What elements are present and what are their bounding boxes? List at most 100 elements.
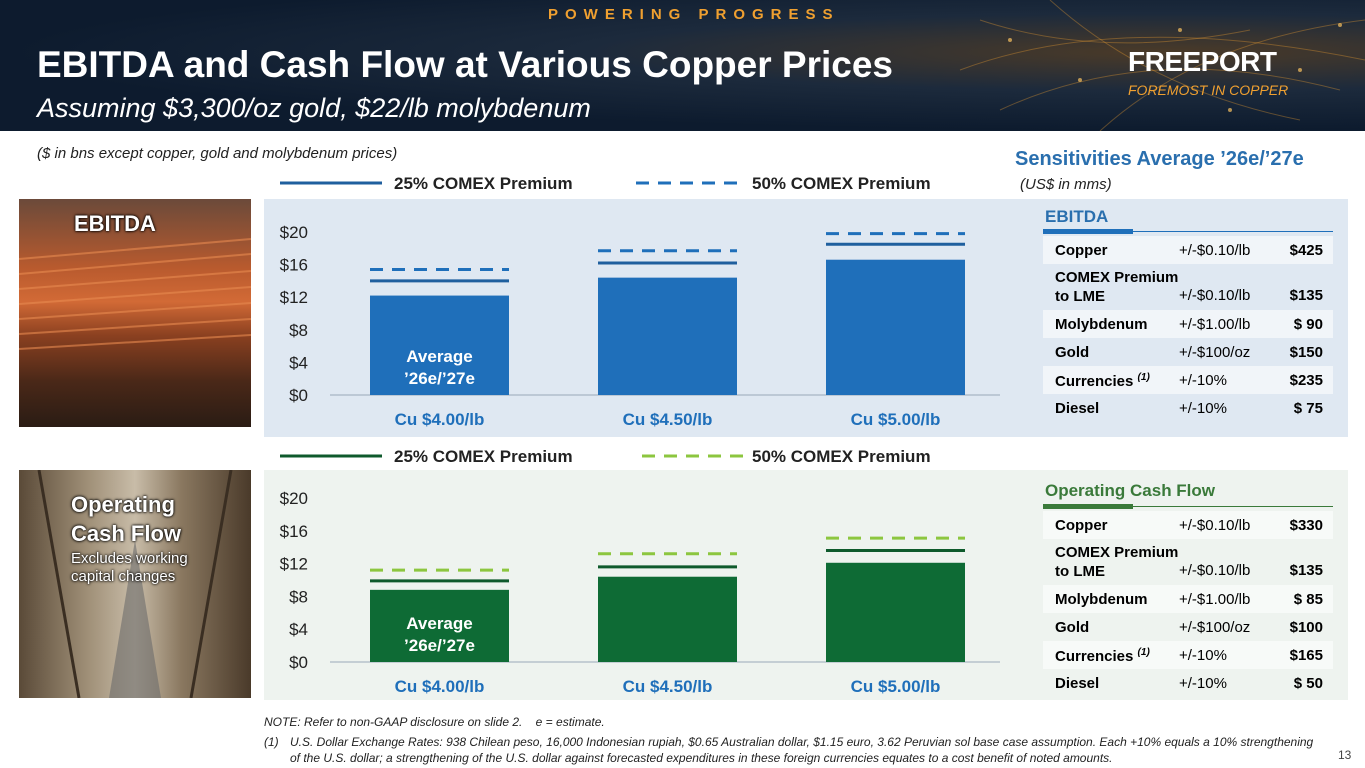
ebitda-row-item: Gold xyxy=(1055,344,1089,361)
company-logo: FREEPORT xyxy=(1128,46,1277,77)
ocf-row-value: $100 xyxy=(1289,619,1323,636)
ebitda-row-item: Diesel xyxy=(1055,400,1099,417)
ocf-row-change: +/-$0.10/lb xyxy=(1179,562,1251,579)
ocf-row-item: COMEX Premium to LME xyxy=(1055,543,1178,581)
ocf-bar-annotation-line1: Average xyxy=(406,614,472,633)
ebitda-table-row: Diesel +/-10% $ 75 xyxy=(1043,394,1333,422)
ebitda-sensitivity-table: Copper +/-$0.10/lb $425 COMEX Premium to LME… xyxy=(1043,236,1333,422)
ocf-table-row: Currencies (1) +/-10% $165 xyxy=(1043,641,1333,669)
ebitda-row-value: $235 xyxy=(1289,372,1323,389)
copper-cathodes-photo: EBITDA xyxy=(19,199,251,427)
ocf-table-row: Gold +/-$100/oz $100 xyxy=(1043,613,1333,641)
non-gaap-note: NOTE: Refer to non-GAAP disclosure on sl… xyxy=(264,715,605,729)
ocf-row-item-line2: to LME xyxy=(1055,563,1105,580)
ocf-row-item: Copper xyxy=(1055,517,1108,534)
footnote-number: (1) xyxy=(264,735,279,749)
ebitda-table-heading: EBITDA xyxy=(1045,207,1109,226)
network-background-graphic xyxy=(959,0,1365,131)
ebitda-row-item-text: Currencies xyxy=(1055,373,1134,390)
ocf-ytick-label: $4 xyxy=(289,620,308,639)
footnote-text: U.S. Dollar Exchange Rates: 938 Chilean … xyxy=(290,735,1314,765)
ocf-bar xyxy=(826,562,965,662)
ebitda-row-value: $425 xyxy=(1289,242,1323,259)
ebitda-row-change: +/-$1.00/lb xyxy=(1179,316,1251,333)
ebitda-category-label: Cu $5.00/lb xyxy=(851,410,941,429)
company-logo-tagline: FOREMOST IN COPPER xyxy=(1128,82,1289,98)
ocf-table-heading: Operating Cash Flow xyxy=(1045,481,1216,500)
page-number: 13 xyxy=(1338,748,1352,762)
ocf-row-change: +/-10% xyxy=(1179,647,1227,664)
ocf-ytick-label: $16 xyxy=(280,522,308,541)
ebitda-row-value: $ 75 xyxy=(1293,400,1323,417)
ebitda-row-item: Currencies (1) xyxy=(1055,372,1150,390)
copper-sheets-graphic xyxy=(19,238,251,350)
sensitivities-title: Sensitivities Average ’26e/’27e xyxy=(1015,148,1304,170)
ebitda-row-item-line2: to LME xyxy=(1055,288,1105,305)
ocf-photo-note-line1: Excludes working xyxy=(71,550,188,567)
tagline: POWERING PROGRESS xyxy=(548,6,840,23)
ocf-row-item: Gold xyxy=(1055,619,1089,636)
ocf-table-row: Diesel +/-10% $ 50 xyxy=(1043,669,1333,697)
ebitda-row-footnote-ref: (1) xyxy=(1137,372,1150,383)
ebitda-table-row: Currencies (1) +/-10% $235 xyxy=(1043,366,1333,394)
ebitda-category-label: Cu $4.50/lb xyxy=(623,410,713,429)
ocf-row-item: Currencies (1) xyxy=(1055,647,1150,665)
ocf-row-item-text: Diesel xyxy=(1055,675,1100,692)
ocf-ytick-label: $12 xyxy=(280,555,308,574)
ebitda-row-item-text: Copper xyxy=(1055,242,1108,259)
ocf-row-change: +/-10% xyxy=(1179,675,1227,692)
ebitda-row-value: $ 90 xyxy=(1293,316,1323,333)
ocf-row-item-line1: COMEX Premium xyxy=(1055,544,1179,561)
page-subtitle: Assuming $3,300/oz gold, $22/lb molybden… xyxy=(37,93,591,123)
ebitda-bar-annotation-line2: ’26e/’27e xyxy=(404,369,475,388)
ocf-bar xyxy=(598,576,737,662)
units-note: ($ in bns except copper, gold and molybd… xyxy=(37,145,398,162)
ocf-row-value: $ 50 xyxy=(1293,675,1323,692)
ebitda-row-item: COMEX Premium to LME xyxy=(1055,268,1178,306)
ocf-photo-label-line1: Operating xyxy=(71,492,175,517)
ebitda-row-item: Molybdenum xyxy=(1055,316,1148,333)
ocf-row-change: +/-$0.10/lb xyxy=(1179,517,1251,534)
ocf-photo-note-line2: capital changes xyxy=(71,568,176,585)
page-title: EBITDA and Cash Flow at Various Copper P… xyxy=(37,44,893,85)
ebitda-category-label: Cu $4.00/lb xyxy=(395,410,485,429)
ebitda-row-change: +/-$100/oz xyxy=(1179,344,1251,361)
ebitda-ytick-label: $0 xyxy=(289,386,308,405)
ocf-table-row: Molybdenum +/-$1.00/lb $ 85 xyxy=(1043,585,1333,613)
ebitda-row-change: +/-10% xyxy=(1179,400,1227,417)
ebitda-bar xyxy=(826,259,965,395)
ebitda-legend-dashed: 50% COMEX Premium xyxy=(752,174,931,193)
ocf-row-value: $330 xyxy=(1289,517,1323,534)
ebitda-row-change: +/-$0.10/lb xyxy=(1179,287,1251,304)
ebitda-legend-solid: 25% COMEX Premium xyxy=(394,174,573,193)
ebitda-table-row: Molybdenum +/-$1.00/lb $ 90 xyxy=(1043,310,1333,338)
ebitda-row-item-text: Gold xyxy=(1055,344,1090,361)
ebitda-bar xyxy=(370,295,509,395)
ocf-row-value: $135 xyxy=(1289,562,1323,579)
ebitda-bar xyxy=(598,277,737,395)
ebitda-row-change: +/-10% xyxy=(1179,372,1227,389)
ocf-bar xyxy=(370,589,509,662)
ocf-row-item-text: Molybdenum xyxy=(1055,591,1148,608)
ocf-row-item: Molybdenum xyxy=(1055,591,1148,608)
ocf-ytick-label: $20 xyxy=(280,489,308,508)
ebitda-row-change: +/-$0.10/lb xyxy=(1179,242,1251,259)
ocf-legend-solid: 25% COMEX Premium xyxy=(394,447,573,466)
ebitda-photo-label: EBITDA xyxy=(74,211,156,236)
ebitda-row-value: $135 xyxy=(1289,287,1323,304)
ocf-category-label: Cu $5.00/lb xyxy=(851,677,941,696)
ebitda-row-item: Copper xyxy=(1055,242,1108,259)
ebitda-row-item-line1: COMEX Premium xyxy=(1055,269,1179,286)
ocf-row-value: $ 85 xyxy=(1293,591,1323,608)
ocf-ytick-label: $0 xyxy=(289,653,308,672)
conveyor-photo: Operating Cash Flow Excludes working cap… xyxy=(19,470,251,698)
ocf-category-label: Cu $4.00/lb xyxy=(395,677,485,696)
ocf-row-item-text: Currencies xyxy=(1055,648,1134,665)
ocf-photo-label-line2: Cash Flow xyxy=(71,521,182,546)
ocf-ytick-label: $8 xyxy=(289,587,308,606)
ebitda-ytick-label: $4 xyxy=(289,353,308,372)
ocf-bar-annotation-line2: ’26e/’27e xyxy=(404,636,475,655)
ocf-row-item-text: Copper xyxy=(1055,517,1108,534)
ocf-row-item-text: Gold xyxy=(1055,619,1090,636)
